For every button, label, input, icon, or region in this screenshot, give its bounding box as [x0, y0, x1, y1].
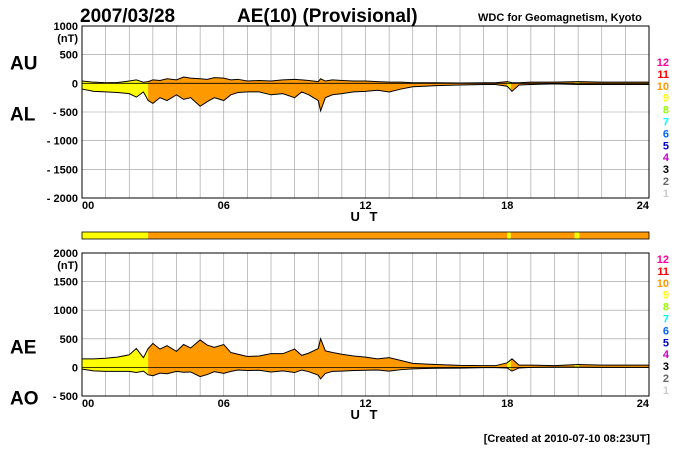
plot-frame	[81, 25, 650, 199]
legend-level-label: 3	[663, 164, 669, 176]
legend-level-label: 12	[657, 254, 669, 266]
y-tick-label: - 1000	[47, 136, 78, 148]
x-tick-label: 24	[637, 398, 650, 410]
station-bar-segment	[574, 232, 580, 239]
legend-level-label: 11	[657, 266, 669, 278]
legend-level-label: 8	[663, 302, 669, 314]
x-tick-label: 06	[218, 200, 230, 212]
area-fill-orange	[82, 338, 649, 379]
station-count-bar	[81, 231, 650, 240]
legend-level-label: 2	[663, 176, 669, 188]
y-tick-label: 1500	[54, 277, 78, 289]
plot-frame	[81, 252, 650, 397]
y-unit-label: (nT)	[57, 33, 78, 45]
legend-level-label: 6	[663, 128, 669, 140]
area-fill-yellow	[82, 338, 149, 379]
y-tick-label: 1000	[54, 21, 78, 33]
legend-level-label: 10	[657, 81, 669, 93]
x-tick-label: 18	[501, 398, 513, 410]
legend-level-label: 8	[663, 105, 669, 117]
ae-ao-panel: 2000 1500 1000 500 0 - 500 (nT) 00 06 12 18 24 U T AE…	[10, 248, 650, 422]
legend-level-label: 2	[663, 373, 669, 385]
y-tick-label: 0	[72, 78, 78, 90]
x-tick-label: 18	[501, 200, 513, 212]
chart-title: AE(10) (Provisional)	[237, 6, 418, 27]
y-tick-label: - 500	[53, 391, 78, 403]
area-fill-yellow	[507, 338, 511, 379]
legend-level-label: 11	[657, 69, 669, 81]
x-tick-label: 00	[82, 398, 94, 410]
station-bar-segment	[82, 232, 149, 239]
y-tick-label: - 500	[53, 107, 78, 119]
station-bar-segment	[510, 232, 575, 239]
legend-level-label: 1	[663, 385, 669, 397]
y-tick-label: 0	[72, 362, 78, 374]
area-fill-yellow	[574, 338, 580, 379]
y-tick-label: 500	[60, 50, 78, 62]
y-unit-label: (nT)	[57, 260, 78, 272]
series-line-ao	[81, 366, 649, 380]
legend-level-label: 4	[663, 349, 670, 361]
x-axis-label: U T	[351, 209, 381, 224]
y-tick-label: - 2000	[47, 193, 78, 205]
series-line-al	[81, 83, 649, 113]
station-bar-segment	[507, 232, 511, 239]
y-tick-label: - 1500	[47, 164, 78, 176]
x-tick-label: 00	[82, 200, 94, 212]
x-axis-label: U T	[351, 407, 381, 422]
series-label-ae: AE	[10, 337, 36, 358]
station-bar-frame	[81, 231, 650, 240]
chart-date: 2007/03/28	[80, 6, 175, 27]
series-label-au: AU	[10, 53, 37, 74]
legend-level-label: 5	[663, 337, 669, 349]
y-tick-label: 2000	[54, 248, 78, 260]
legend-level-label: 1	[663, 188, 669, 200]
station-bar-segment	[148, 232, 508, 239]
legend-level-label: 9	[663, 93, 669, 105]
series-line-au	[81, 76, 649, 84]
x-tick-label: 06	[218, 398, 230, 410]
legend-level-label: 4	[663, 152, 670, 164]
legend-level-label: 3	[663, 361, 669, 373]
series-label-al: AL	[10, 104, 36, 125]
x-tick-label: 12	[359, 398, 371, 410]
legend-level-label: 9	[663, 290, 669, 302]
data-credit: WDC for Geomagnetism, Kyoto	[478, 12, 642, 24]
x-tick-label: 12	[359, 200, 371, 212]
created-timestamp: [Created at 2010-07-10 08:23UT]	[484, 433, 651, 445]
series-line-ae	[82, 337, 649, 367]
legend-level-label: 7	[663, 314, 669, 326]
legend-level-label: 5	[663, 140, 669, 152]
au-al-panel: 1000 500 0 - 500 - 1000 - 1500 - 2000 (nT) 00 06 1…	[10, 21, 650, 224]
legend-level-label: 10	[657, 278, 669, 290]
series-label-ao: AO	[10, 388, 39, 409]
legend-level-label: 12	[657, 57, 669, 69]
x-tick-label: 24	[637, 200, 650, 212]
legend-level-label: 7	[663, 117, 669, 129]
y-tick-label: 1000	[54, 305, 78, 317]
legend-level-label: 6	[663, 325, 669, 337]
station-bar-segment	[579, 232, 649, 239]
y-tick-label: 500	[60, 334, 78, 346]
